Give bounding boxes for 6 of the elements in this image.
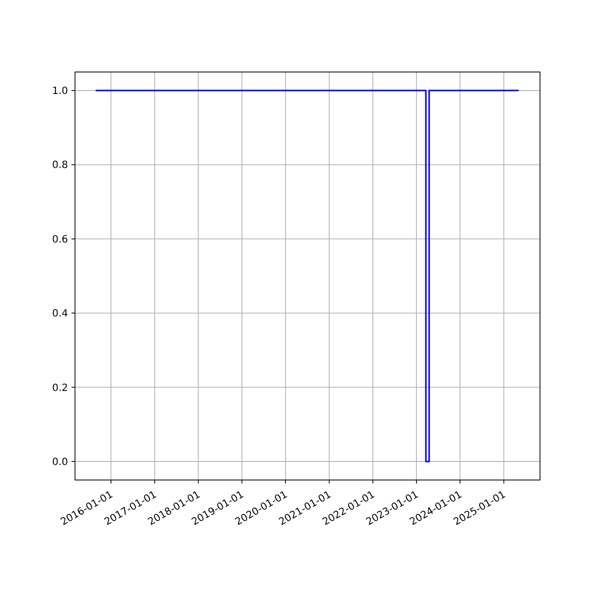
y-tick-label: 1.0 <box>52 86 68 98</box>
y-tick-label: 0.4 <box>52 308 68 320</box>
y-tick-label: 0.2 <box>52 382 68 394</box>
y-tick-label: 0.0 <box>52 456 68 468</box>
y-tick-label: 0.8 <box>52 160 68 172</box>
y-tick-label: 0.6 <box>52 234 68 246</box>
